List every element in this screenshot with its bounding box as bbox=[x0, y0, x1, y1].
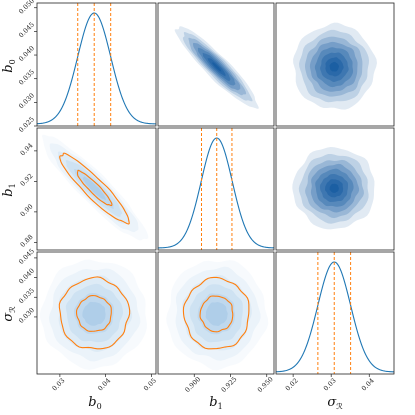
contour-line-2-1-0 bbox=[182, 276, 250, 350]
density-level-0-1-6 bbox=[207, 58, 226, 77]
col-label-b0: b0 bbox=[88, 395, 101, 411]
density-level-2-0-0 bbox=[39, 259, 147, 370]
density-level-0-2-4 bbox=[314, 47, 354, 88]
panel-frame-2-0 bbox=[36, 251, 157, 375]
col-label-b1: b1 bbox=[209, 395, 222, 411]
ytick-label-sigma-3: 0.045 bbox=[17, 247, 36, 266]
kde-curve-b1 bbox=[158, 137, 274, 249]
ytick-label-b0-1: 0.030 bbox=[17, 92, 36, 111]
panel-frame-0-0 bbox=[36, 2, 157, 127]
density-level-2-1-4 bbox=[197, 293, 236, 335]
density-level-0-2-6 bbox=[325, 57, 344, 77]
density-level-0-2-1 bbox=[299, 29, 370, 103]
contour-line-2-0-0 bbox=[58, 276, 131, 350]
plot-lines bbox=[37, 3, 394, 374]
xtick-label-sigma-0: 0.02 bbox=[284, 377, 300, 393]
row-label-b0: b0 bbox=[1, 59, 17, 72]
density-level-1-0-5 bbox=[82, 176, 106, 201]
density-level-1-2-3 bbox=[310, 163, 360, 213]
density-level-2-0-4 bbox=[73, 292, 114, 334]
density-level-2-0-1 bbox=[48, 268, 141, 362]
panel-frames bbox=[36, 2, 395, 375]
density-level-0-2-7 bbox=[329, 61, 339, 72]
density-level-0-1-1 bbox=[182, 31, 253, 102]
density-level-1-2-6 bbox=[325, 179, 344, 198]
density-level-1-2-4 bbox=[315, 168, 354, 207]
density-level-1-0-4 bbox=[74, 168, 114, 209]
ytick-label-b0-0: 0.025 bbox=[17, 115, 36, 134]
density-level-1-2-7 bbox=[329, 183, 339, 193]
xtick-label-b0-2: 0.05 bbox=[142, 377, 158, 393]
ytick-label-b1-0: 0.88 bbox=[19, 233, 35, 249]
density-level-2-0-3 bbox=[65, 283, 123, 343]
kde-curve-sigma bbox=[276, 261, 394, 373]
density-level-2-0-5 bbox=[82, 301, 106, 326]
ytick-label-b0-4: 0.045 bbox=[17, 21, 36, 40]
density-fills bbox=[39, 22, 377, 371]
density-level-1-2-5 bbox=[319, 174, 348, 202]
ytick-label-b1-3: 0.94 bbox=[19, 142, 35, 158]
density-level-0-1-2 bbox=[188, 37, 247, 96]
density-level-2-1-5 bbox=[205, 302, 228, 326]
row-label-sigma: σℛ bbox=[1, 306, 17, 322]
density-level-1-0-1 bbox=[49, 143, 139, 233]
density-level-0-1-5 bbox=[202, 52, 231, 82]
ytick-label-b0-5: 0.050 bbox=[17, 0, 36, 16]
ytick-label-b1-2: 0.92 bbox=[19, 172, 35, 188]
density-level-2-1-3 bbox=[189, 284, 243, 343]
contour-line-2-0-1 bbox=[75, 295, 112, 332]
density-level-0-2-2 bbox=[304, 36, 363, 97]
density-level-0-2-3 bbox=[309, 41, 358, 92]
density-level-2-1-1 bbox=[175, 266, 261, 361]
ytick-label-sigma-2: 0.040 bbox=[17, 267, 36, 286]
xtick-label-b1-0: 0.900 bbox=[183, 375, 202, 394]
xtick-label-b1-2: 0.950 bbox=[256, 375, 275, 394]
panel-frame-1-1 bbox=[157, 127, 275, 251]
density-level-1-0-3 bbox=[65, 160, 123, 217]
row-label-b1: b1 bbox=[1, 183, 17, 196]
density-level-1-2-2 bbox=[305, 159, 364, 219]
panel-frame-2-2 bbox=[275, 251, 395, 375]
density-level-0-1-3 bbox=[193, 42, 241, 91]
density-level-0-1-4 bbox=[197, 47, 236, 86]
contour-line-2-1-1 bbox=[199, 295, 234, 333]
xtick-label-sigma-1: 0.03 bbox=[322, 377, 338, 393]
xtick-label-sigma-2: 0.04 bbox=[360, 377, 376, 393]
xtick-label-b1-1: 0.925 bbox=[220, 375, 239, 394]
density-level-2-0-2 bbox=[58, 275, 133, 353]
density-level-0-2-5 bbox=[320, 52, 349, 82]
panel-frame-1-0 bbox=[36, 127, 157, 251]
density-level-1-2-1 bbox=[298, 153, 369, 224]
density-level-2-1-0 bbox=[166, 260, 269, 371]
xtick-label-b0-1: 0.04 bbox=[96, 377, 112, 393]
panel-frame-0-2 bbox=[275, 2, 395, 127]
density-level-0-1-0 bbox=[174, 26, 259, 109]
contour-line-1-0-1 bbox=[76, 169, 113, 207]
contour-line-1-0-0 bbox=[59, 152, 130, 225]
ytick-label-sigma-0: 0.030 bbox=[17, 306, 36, 325]
ytick-label-b0-3: 0.040 bbox=[17, 44, 36, 63]
panel-frame-0-1 bbox=[157, 2, 275, 127]
xtick-label-b0-0: 0.03 bbox=[51, 377, 67, 393]
density-level-0-2-0 bbox=[293, 22, 377, 110]
kde-curve-b0 bbox=[37, 12, 156, 125]
density-level-2-1-2 bbox=[182, 274, 252, 351]
panel-frame-2-1 bbox=[157, 251, 275, 375]
density-level-1-0-2 bbox=[57, 151, 131, 225]
ytick-label-b1-1: 0.90 bbox=[19, 203, 35, 219]
ytick-label-sigma-1: 0.035 bbox=[17, 286, 36, 305]
ytick-label-b0-2: 0.035 bbox=[17, 68, 36, 87]
density-level-0-1-7 bbox=[212, 62, 222, 72]
panel-frame-1-2 bbox=[275, 127, 395, 251]
col-label-sigma: σℛ bbox=[327, 395, 343, 411]
density-level-1-0-0 bbox=[42, 134, 149, 241]
density-level-1-2-0 bbox=[292, 147, 375, 230]
